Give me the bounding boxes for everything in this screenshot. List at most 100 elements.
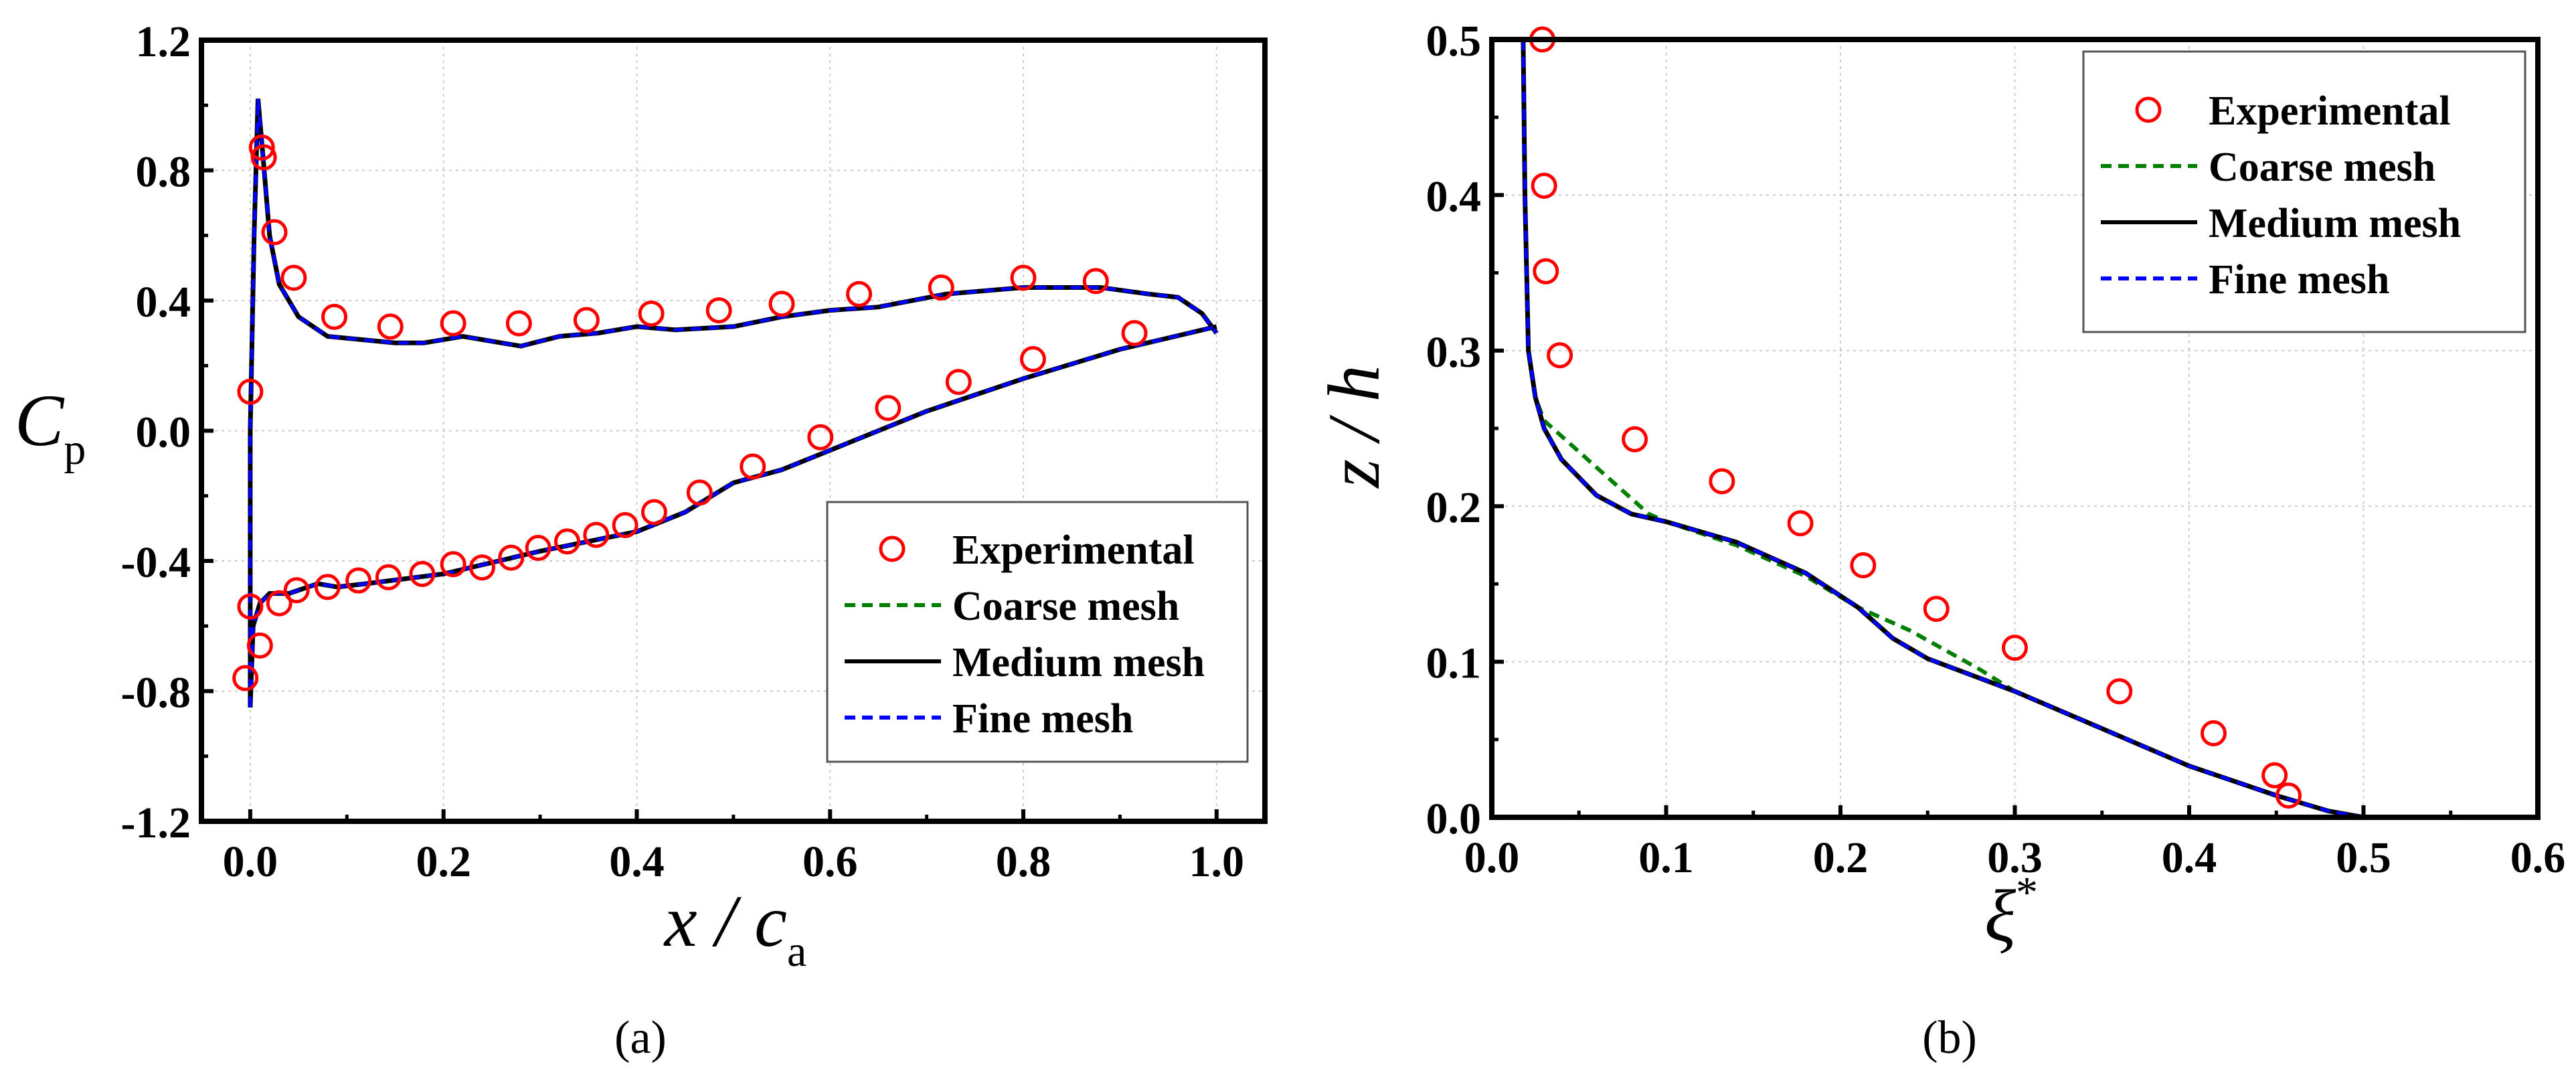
experimental-point — [638, 300, 665, 327]
y-tick-label: -1.2 — [121, 799, 191, 847]
legend-coarse-mesh-label: Coarse mesh — [952, 584, 1179, 629]
y-tick-label: -0.8 — [121, 669, 191, 718]
y-axis-label-a-main: C — [15, 380, 65, 461]
experimental-point — [705, 297, 732, 324]
y-tick-label: 0.2 — [1426, 483, 1482, 532]
experimental-point — [686, 479, 713, 506]
plot-frame — [199, 37, 1268, 824]
y-tick-label: 0.0 — [1426, 795, 1482, 843]
experimental-point — [237, 593, 264, 620]
y-axis-label-a: Cp — [15, 380, 86, 474]
y-axis-label-a-sub: p — [64, 425, 86, 474]
experimental-point — [612, 512, 638, 539]
experimental-point — [248, 134, 275, 161]
experimental-point — [232, 665, 259, 691]
experimental-point — [1531, 172, 1557, 199]
y-tick-label: 0.8 — [136, 148, 191, 197]
experimental-point — [1923, 596, 1950, 623]
panel-caption-a: (a) — [614, 1012, 667, 1064]
experimental-point — [640, 499, 667, 525]
x-tick-label: 0.8 — [996, 837, 1051, 886]
x-tick-label: 0.4 — [609, 837, 665, 886]
x-axis-label-a-main: x / c — [663, 880, 787, 962]
x-tick-label: 0.1 — [1638, 833, 1694, 882]
experimental-point — [498, 544, 525, 571]
experimental-point — [2275, 782, 2302, 809]
y-tick-label: 0.4 — [1426, 172, 1482, 221]
experimental-point — [440, 551, 466, 578]
experimental-point — [377, 313, 404, 340]
y-tick-label: 1.2 — [136, 17, 191, 66]
experimental-point — [1622, 426, 1648, 452]
experimental-point — [1082, 268, 1109, 295]
experimental-point — [409, 560, 436, 587]
y-tick-label: 0.1 — [1426, 639, 1482, 688]
y-axis-label-b: z / h — [1313, 365, 1395, 489]
legend-fine-mesh-label: Fine mesh — [2209, 257, 2389, 303]
x-tick-label: 0.2 — [416, 837, 471, 886]
legend: Experimental Coarse mesh Medium mesh Fine m… — [826, 501, 1249, 763]
experimental-point — [261, 219, 288, 246]
experimental-point — [807, 424, 834, 450]
experimental-point — [283, 577, 310, 604]
legend-experimental-label: Experimental — [952, 527, 1195, 573]
experimental-point — [266, 590, 292, 616]
experimental-point — [246, 632, 273, 659]
x-tick-label: 0.0 — [223, 837, 278, 886]
legend-fine-mesh-label: Fine mesh — [952, 696, 1133, 742]
experimental-point — [945, 369, 972, 396]
y-tick-label: 0.4 — [136, 278, 191, 327]
fine-mesh-line — [1521, 39, 2364, 817]
x-tick-label: 0.5 — [2336, 833, 2391, 882]
y-tick-label: 0.3 — [1426, 328, 1482, 377]
experimental-point — [2200, 720, 2227, 747]
x-tick-label: 1.0 — [1189, 837, 1245, 886]
x-axis-label-b: ξ* — [1984, 868, 2038, 957]
experimental-point — [1533, 258, 1559, 284]
experimental-point — [875, 394, 901, 421]
experimental-point — [440, 310, 466, 337]
fine-mesh-line — [248, 98, 1218, 708]
experimental-point — [237, 378, 264, 405]
x-tick-label: 0.6 — [2510, 833, 2566, 882]
legend-medium-mesh-label: Medium mesh — [2209, 201, 2461, 246]
x-tick-label: 0.0 — [1464, 833, 1520, 882]
experimental-point — [928, 274, 954, 301]
experimental-point — [554, 528, 581, 555]
chart-a: 0.0 0.2 0.4 0.6 0.8 1.0 1.2 0.8 0.4 0.0 -0.4 -0.8 -1… — [121, 17, 1268, 886]
experimental-point — [1787, 510, 1814, 537]
legend-box — [2082, 50, 2526, 333]
experimental-point — [846, 280, 873, 307]
experimental-point — [1010, 264, 1037, 291]
x-tick-label: 0.3 — [1987, 833, 2043, 882]
plot-frame — [1489, 37, 2541, 820]
legend-marker-experimental — [879, 535, 906, 562]
y-tick-label: 0.0 — [136, 408, 191, 457]
x-axis-label-a-sub: a — [787, 927, 806, 976]
y-tick-label: -0.4 — [121, 538, 191, 587]
experimental-point — [2261, 762, 2288, 789]
experimental-point — [1709, 468, 1735, 495]
experimental-point — [505, 310, 532, 337]
legend-medium-mesh-label: Medium mesh — [952, 640, 1205, 685]
panel-caption-b: (b) — [1922, 1012, 1977, 1064]
x-axis-label-a: x / ca — [663, 880, 807, 976]
experimental-point — [2106, 678, 2133, 705]
experimental-point — [345, 567, 372, 594]
experimental-point — [1019, 346, 1046, 373]
experimental-point — [525, 535, 551, 562]
legend: Experimental Coarse mesh Medium mesh Fine m… — [2082, 50, 2526, 333]
experimental-point — [583, 521, 610, 548]
experimental-point — [314, 574, 341, 600]
x-axis-label-b-main: ξ — [1984, 875, 2016, 957]
y-tick-label: 0.5 — [1426, 17, 1482, 66]
experimental-point — [321, 303, 348, 330]
experimental-point — [1850, 552, 1877, 579]
experimental-point — [280, 264, 307, 291]
experimental-point — [250, 144, 277, 171]
experimental-point — [468, 554, 495, 581]
experimental-point — [1121, 320, 1148, 347]
x-axis-label-b-sup: * — [2016, 868, 2038, 917]
experimental-point — [1547, 342, 1573, 369]
